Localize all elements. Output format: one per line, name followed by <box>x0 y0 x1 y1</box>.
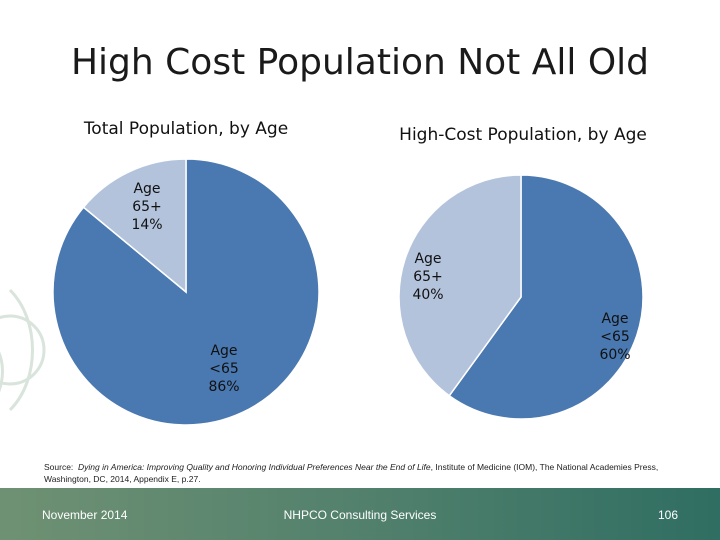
chart-title-total: Total Population, by Age <box>83 119 289 139</box>
pie-slice-total-65plus <box>82 158 187 294</box>
slide-title: High Cost Population Not All Old <box>70 42 650 83</box>
pie-slice-highcost-65plus <box>398 174 522 397</box>
slice-label-total-65plus: Age 65+ 14% <box>131 181 163 234</box>
slice-label-highcost-under65: Age <65 60% <box>599 311 631 364</box>
chart-title-high-cost: High-Cost Population, by Age <box>399 125 647 145</box>
pie-total-population <box>52 158 320 426</box>
footer-bar: November 2014 NHPCO Consulting Services … <box>0 488 720 540</box>
pie-slice-highcost-under65 <box>448 174 644 420</box>
footer-organization: NHPCO Consulting Services <box>283 508 437 522</box>
footer-page-number: 106 <box>657 508 678 522</box>
source-citation: Source: Dying in America: Improving Qual… <box>44 462 659 485</box>
footer-date: November 2014 <box>42 508 128 522</box>
slice-label-highcost-65plus: Age 65+ 40% <box>412 251 444 304</box>
pie-high-cost-population <box>398 174 644 420</box>
slice-label-total-under65: Age <65 86% <box>208 343 240 396</box>
decorative-leaf-watermark <box>0 288 46 412</box>
